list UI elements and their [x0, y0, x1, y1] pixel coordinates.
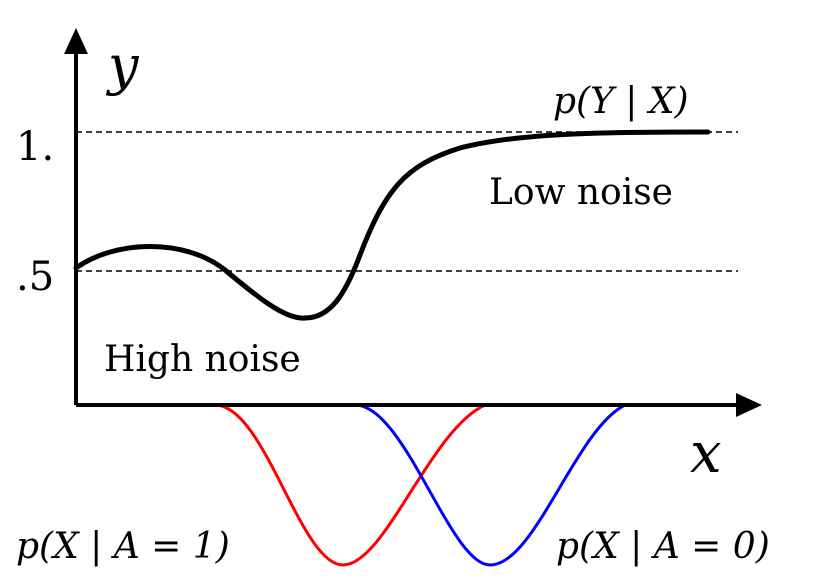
y-axis-arrowhead	[64, 28, 88, 54]
x-axis-label: x	[690, 421, 722, 486]
label-low-noise: Low noise	[489, 172, 673, 213]
label-p-x-given-a1: p(X | A = 1)	[16, 526, 230, 567]
label-p-y-given-x: p(Y | X)	[553, 81, 689, 122]
label-p-x-given-a0: p(X | A = 0)	[556, 526, 770, 567]
density-curve-a0	[255, 403, 725, 567]
y-tick-half: .5	[16, 254, 54, 300]
x-axis-arrowhead	[736, 393, 762, 417]
density-curve-a1	[100, 403, 590, 567]
label-high-noise: High noise	[104, 339, 301, 380]
conditional-curve	[73, 129, 711, 321]
y-axis-label: y	[106, 34, 140, 97]
y-tick-1: 1.	[16, 124, 54, 170]
